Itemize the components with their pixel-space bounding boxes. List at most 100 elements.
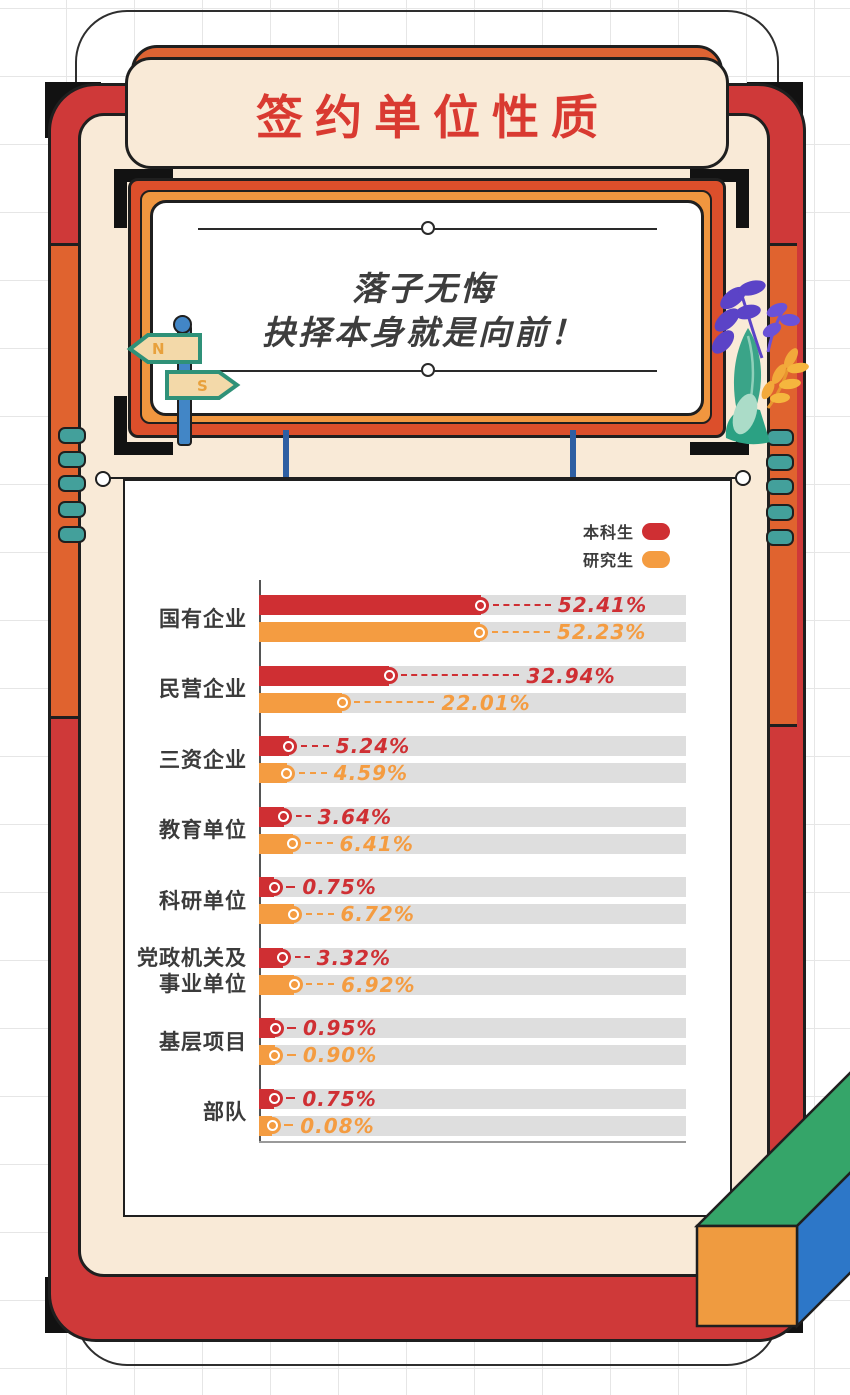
callout-dash-line (305, 912, 334, 915)
bar-fill-研究生 (259, 622, 480, 642)
marker-dot (385, 672, 393, 680)
bar-track (259, 1088, 686, 1109)
bar-track (259, 736, 686, 757)
marker-dot (280, 813, 288, 821)
x-axis-baseline (259, 1141, 686, 1143)
marker-dot (338, 699, 346, 707)
callout-dash-line (304, 842, 333, 845)
marker-dot (289, 840, 296, 848)
callout-dash-line (287, 1026, 297, 1029)
value-label: 0.95% (303, 1016, 378, 1041)
value-label: 3.32% (316, 945, 391, 970)
notch-icon (58, 475, 86, 492)
callout-dash-line (286, 1097, 296, 1100)
category-label: 科研单位 (159, 888, 247, 913)
bar-track (259, 806, 686, 827)
category-label: 国有企业 (159, 606, 247, 631)
bar-fill-本科生 (259, 595, 481, 615)
category-label: 部队 (203, 1100, 247, 1125)
quote-line-2: 抉择本身就是向前！ (262, 313, 586, 352)
bar-track (259, 1045, 686, 1066)
bar-track (259, 763, 686, 784)
sign-north-label: N (152, 340, 165, 358)
callout-dash-line (298, 771, 327, 774)
bar-fill-研究生 (259, 692, 343, 713)
notch-icon (58, 451, 86, 468)
legend-item-grad: 研究生 (490, 547, 670, 571)
bar-end-marker-icon (266, 1046, 284, 1064)
quote-divider-dot (421, 363, 435, 377)
bar-track (259, 877, 686, 898)
bar-end-marker-icon (266, 1019, 284, 1037)
bar-end-marker-icon (280, 737, 298, 755)
page-title: 签约单位性质 (256, 90, 610, 146)
bar-fill-研究生 (259, 904, 294, 925)
bar-end-marker-icon (472, 596, 490, 614)
callout-dash-line (306, 983, 335, 986)
cube-front-face (695, 1224, 799, 1328)
value-label: 0.75% (302, 875, 377, 900)
bar-track (259, 1018, 686, 1039)
marker-dot (290, 910, 297, 918)
panel-pin-right (735, 470, 751, 486)
bar-end-marker-icon (285, 905, 302, 923)
bar-track (259, 904, 686, 925)
title-box: 签约单位性质 (125, 57, 729, 169)
category-label: 民营企业 (159, 677, 247, 702)
value-label: 6.72% (340, 902, 415, 927)
legend-swatch-red (642, 522, 670, 540)
bar-track (259, 974, 686, 995)
purple-branch-icon (711, 280, 800, 359)
panel-hanger-line (104, 477, 742, 479)
y-axis-line (259, 580, 261, 1142)
value-label: 0.90% (302, 1043, 378, 1068)
legend-label: 本科生 (582, 523, 634, 542)
value-label: 0.75% (302, 1086, 377, 1111)
wheat-icon (761, 348, 809, 409)
callout-dash-line (354, 701, 435, 704)
marker-dot (270, 883, 278, 891)
bar-end-marker-icon (333, 694, 351, 712)
bar-track (259, 1115, 686, 1136)
quote-divider-dot (421, 221, 435, 235)
marker-dot (477, 601, 485, 609)
bar-fill-本科生 (259, 665, 390, 686)
callout-dash-line (491, 630, 550, 633)
bar-end-marker-icon (265, 1090, 283, 1108)
marker-dot (290, 981, 298, 989)
cube-top-face (693, 1071, 850, 1228)
marker-dot (476, 628, 484, 636)
marker-dot (279, 954, 287, 962)
quote-card (150, 200, 704, 416)
category-label: 党政机关及 事业单位 (137, 946, 247, 997)
marker-dot (285, 742, 293, 750)
value-label: 4.59% (333, 761, 409, 786)
bar-end-marker-icon (274, 949, 292, 967)
value-label: 0.08% (300, 1113, 375, 1138)
sign-south-label: S (197, 377, 208, 395)
bar-fill-研究生 (259, 974, 295, 995)
bar-end-marker-icon (284, 835, 301, 853)
bar-track (259, 692, 686, 713)
category-label: 三资企业 (159, 747, 247, 772)
bar-end-marker-icon (275, 808, 293, 826)
legend-label: 研究生 (582, 551, 634, 570)
value-label: 6.92% (341, 972, 416, 997)
bar-end-marker-icon (263, 1117, 281, 1135)
bar-end-marker-icon (471, 623, 489, 641)
legend-swatch-orange (642, 550, 670, 568)
notch-icon (766, 504, 794, 521)
notch-icon (766, 529, 794, 546)
value-label: 22.01% (441, 690, 531, 715)
callout-dash-line (294, 956, 310, 959)
chart-panel: 本科生 研究生 国有企业 52.41% 52.23% 民营企业 32.94% 22.01%… (123, 479, 732, 1217)
bar-end-marker-icon (265, 878, 283, 896)
value-label: 52.23% (556, 620, 647, 644)
notch-icon (766, 478, 794, 495)
quote-line-1: 落子无悔 (352, 269, 496, 308)
callout-dash-line (286, 885, 296, 888)
callout-dash-line (295, 815, 311, 818)
